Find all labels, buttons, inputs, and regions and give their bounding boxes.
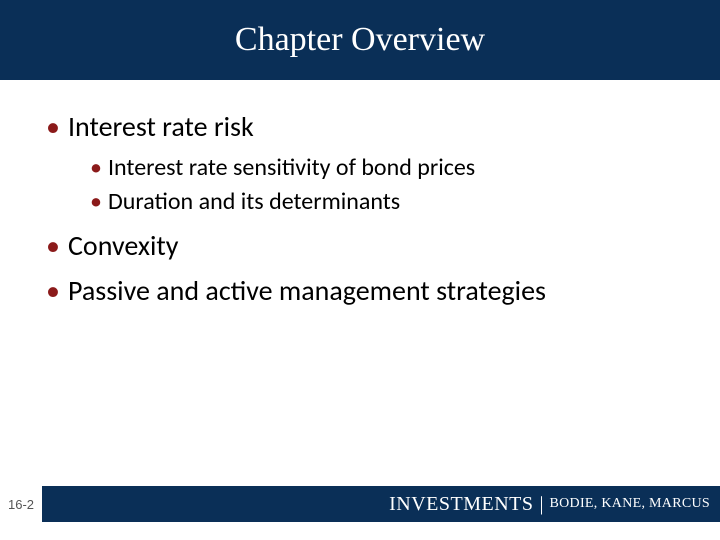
bullet-list: Interest rate risk Interest rate sensiti…	[40, 108, 680, 310]
sub-bullet-list: Interest rate sensitivity of bond prices…	[86, 152, 680, 219]
bullet-text: Interest rate sensitivity of bond prices	[108, 153, 475, 182]
list-item: Passive and active management strategies	[40, 272, 680, 310]
bullet-text: Passive and active management strategies	[68, 273, 546, 308]
bullet-text: Interest rate risk	[68, 109, 254, 144]
footer-title: INVESTMENTS	[389, 493, 533, 516]
list-item: Interest rate risk Interest rate sensiti…	[40, 108, 680, 219]
bullet-text: Duration and its determinants	[108, 187, 400, 216]
footer-authors: BODIE, KANE, MARCUS	[550, 496, 711, 512]
bullet-text: Convexity	[68, 228, 178, 263]
content-area: Interest rate risk Interest rate sensiti…	[0, 80, 720, 310]
footer-separator: |	[539, 493, 543, 516]
title-bar: Chapter Overview	[0, 0, 720, 80]
slide-title: Chapter Overview	[235, 21, 485, 59]
list-item: Convexity	[40, 227, 680, 265]
slide-footer: 16-2 INVESTMENTS | BODIE, KANE, MARCUS	[0, 486, 720, 522]
page-number: 16-2	[8, 486, 34, 522]
footer-bar: INVESTMENTS | BODIE, KANE, MARCUS	[42, 486, 720, 522]
list-item: Duration and its determinants	[86, 186, 680, 218]
list-item: Interest rate sensitivity of bond prices	[86, 152, 680, 184]
